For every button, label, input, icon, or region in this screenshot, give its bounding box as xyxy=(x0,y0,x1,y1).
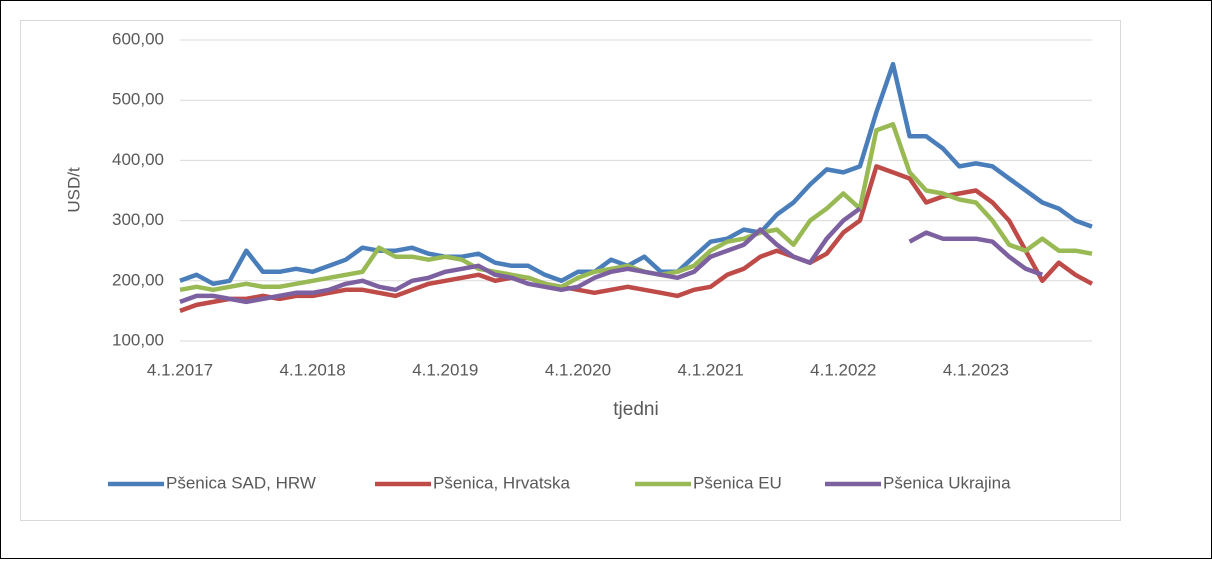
series-line xyxy=(179,61,1093,287)
legend-label: Pšenica EU xyxy=(693,473,782,492)
x-tick-label: 4.1.2019 xyxy=(412,360,478,379)
series-line xyxy=(179,206,1044,305)
legend-label: Pšenica, Hrvatska xyxy=(433,473,571,492)
y-axis-label: USD/t xyxy=(64,167,83,213)
chart-frame xyxy=(20,20,1121,521)
x-tick-label: 4.1.2021 xyxy=(678,360,744,379)
series-line xyxy=(179,164,1094,314)
x-tick-label: 4.1.2018 xyxy=(280,360,346,379)
legend-label: Pšenica SAD, HRW xyxy=(166,473,316,492)
x-axis-label: tjedni xyxy=(613,399,658,420)
y-tick-label: 600,00 xyxy=(112,29,164,48)
y-tick-label: 300,00 xyxy=(112,210,164,229)
x-tick-label: 4.1.2023 xyxy=(943,360,1009,379)
x-tick-label: 4.1.2022 xyxy=(810,360,876,379)
x-tick-label: 4.1.2017 xyxy=(147,360,213,379)
y-tick-label: 100,00 xyxy=(112,330,164,349)
x-tick-label: 4.1.2020 xyxy=(545,360,611,379)
y-tick-label: 200,00 xyxy=(112,270,164,289)
y-tick-label: 500,00 xyxy=(112,90,164,109)
legend-label: Pšenica Ukrajina xyxy=(883,473,1011,492)
y-tick-label: 400,00 xyxy=(112,150,164,169)
